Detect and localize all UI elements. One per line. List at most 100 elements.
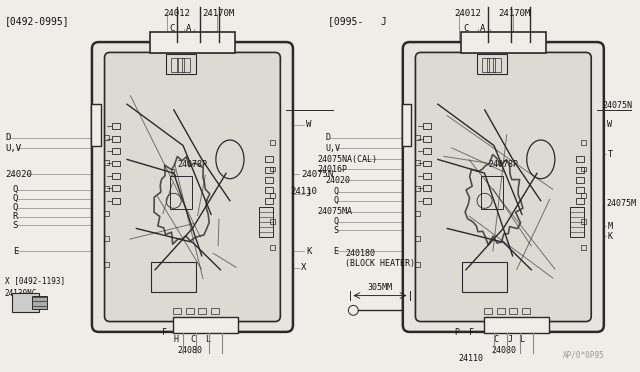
Bar (581, 167, 586, 171)
Text: 24170M: 24170M (202, 9, 235, 18)
FancyBboxPatch shape (150, 32, 235, 53)
Bar (423, 148, 431, 154)
Bar (415, 211, 420, 216)
Text: [0492-0995]: [0492-0995] (5, 16, 70, 26)
Text: P: P (454, 328, 459, 337)
Text: C: C (191, 335, 195, 344)
Bar (265, 187, 273, 193)
Text: E: E (333, 247, 339, 256)
Bar (423, 161, 431, 166)
Bar (423, 136, 431, 142)
Text: 24075MA: 24075MA (318, 207, 353, 216)
Text: A: A (479, 24, 485, 33)
Bar (402, 305, 412, 315)
Bar (104, 160, 109, 165)
Bar (104, 262, 109, 267)
Bar (211, 308, 219, 314)
Text: C: C (464, 24, 469, 33)
Text: Q: Q (13, 186, 18, 195)
Text: 24012: 24012 (454, 9, 481, 18)
Bar (198, 308, 206, 314)
Bar (170, 176, 193, 209)
Bar (509, 308, 517, 314)
Bar (477, 54, 507, 74)
Text: W: W (607, 120, 612, 129)
FancyBboxPatch shape (91, 104, 100, 145)
Bar (497, 308, 505, 314)
Bar (484, 308, 492, 314)
Bar (112, 173, 120, 179)
Text: W: W (306, 120, 311, 129)
Text: 305MM: 305MM (367, 283, 392, 292)
Text: U,V: U,V (326, 144, 340, 153)
Text: R: R (170, 170, 175, 179)
Text: 24080: 24080 (178, 346, 203, 355)
Bar (415, 160, 420, 165)
Text: T: T (608, 150, 613, 159)
Bar (415, 237, 420, 241)
Bar (186, 308, 194, 314)
Text: C: C (170, 24, 175, 33)
FancyBboxPatch shape (403, 42, 604, 332)
Bar (112, 148, 120, 154)
Text: M: M (608, 222, 613, 231)
Bar (423, 173, 431, 179)
Text: S: S (333, 226, 339, 235)
Text: 24020: 24020 (5, 170, 32, 179)
Bar (581, 245, 586, 250)
Bar (570, 207, 584, 237)
Bar (270, 193, 275, 198)
Text: 24078P: 24078P (177, 160, 207, 169)
FancyBboxPatch shape (402, 104, 412, 145)
Bar (151, 262, 196, 292)
Bar (270, 140, 275, 145)
Bar (270, 245, 275, 250)
Bar (423, 123, 431, 129)
Text: X [0492-1193]: X [0492-1193] (5, 276, 65, 285)
Bar (576, 187, 584, 193)
Bar (415, 262, 420, 267)
Bar (423, 198, 431, 204)
Text: J: J (306, 189, 311, 198)
Bar (112, 161, 120, 166)
Bar (423, 185, 431, 191)
Text: Q: Q (333, 187, 339, 196)
Bar (493, 58, 500, 72)
Bar (462, 262, 507, 292)
Bar (270, 167, 275, 171)
Text: J: J (508, 335, 512, 344)
Bar (576, 167, 584, 173)
Text: A: A (186, 24, 191, 33)
Text: X: X (301, 263, 307, 272)
Text: [0995-   J: [0995- J (328, 16, 387, 26)
Text: L: L (519, 335, 524, 344)
Bar (259, 207, 273, 237)
Text: 24110: 24110 (290, 187, 317, 196)
Text: S: S (13, 221, 18, 230)
Bar (481, 176, 503, 209)
Text: L: L (205, 335, 211, 344)
Bar (112, 123, 120, 129)
Text: Q: Q (13, 203, 18, 212)
Text: K: K (306, 247, 311, 256)
Bar (265, 177, 273, 183)
Text: E: E (13, 247, 18, 256)
Bar (581, 193, 586, 198)
Bar (581, 140, 586, 145)
Text: U,V: U,V (5, 144, 21, 153)
Bar (112, 136, 120, 142)
FancyBboxPatch shape (104, 52, 280, 321)
Text: D: D (5, 133, 10, 142)
Text: 24075M: 24075M (606, 199, 636, 208)
Bar (415, 135, 420, 140)
Bar (104, 186, 109, 190)
Text: 24075N: 24075N (602, 100, 632, 110)
Bar (265, 198, 273, 204)
Text: 24080: 24080 (492, 346, 516, 355)
FancyBboxPatch shape (92, 42, 293, 332)
Text: Q: Q (333, 196, 339, 205)
FancyBboxPatch shape (461, 32, 545, 53)
Text: H: H (173, 335, 179, 344)
Bar (576, 156, 584, 162)
Text: AP/0*0P95: AP/0*0P95 (563, 351, 604, 360)
